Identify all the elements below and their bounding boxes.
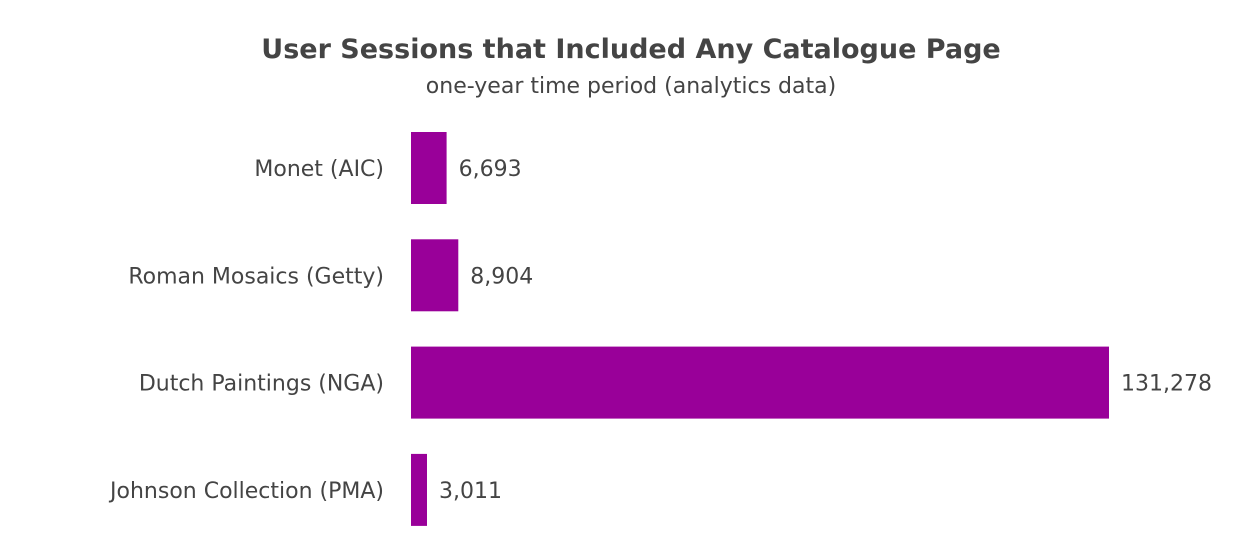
chart-title: User Sessions that Included Any Catalogu…	[261, 34, 1000, 65]
bar-3	[411, 453, 427, 526]
category-label-2: Dutch Paintings (NGA)	[139, 372, 384, 397]
value-label-0: 6,693	[459, 157, 522, 182]
value-label-2: 131,278	[1121, 372, 1212, 397]
value-label-1: 8,904	[470, 264, 533, 289]
bar-1	[411, 239, 459, 312]
category-label-1: Roman Mosaics (Getty)	[128, 264, 384, 289]
value-label-3: 3,011	[439, 479, 502, 504]
bar-0	[411, 132, 447, 204]
category-label-0: Monet (AIC)	[254, 157, 384, 182]
chart-subtitle: one-year time period (analytics data)	[426, 74, 836, 99]
category-label-3: Johnson Collection (PMA)	[108, 479, 384, 504]
bars-group: Monet (AIC) 6,693 Roman Mosaics (Getty) 8,9…	[108, 132, 1212, 526]
bar-2	[411, 346, 1109, 419]
